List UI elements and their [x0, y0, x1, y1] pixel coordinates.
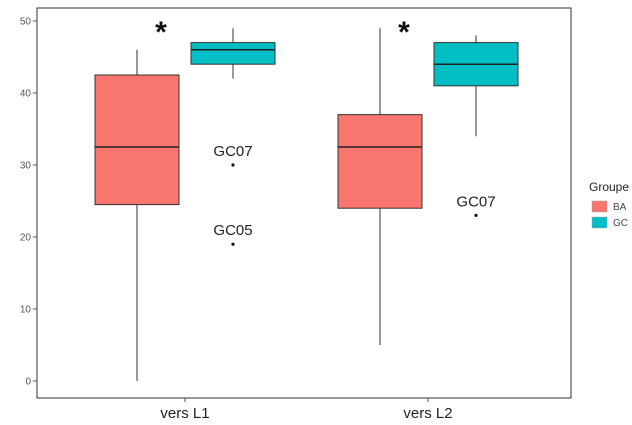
y-tick-label: 30: [20, 161, 32, 172]
box-gc: [190, 28, 276, 79]
outlier-label: GC07: [213, 143, 252, 160]
box-ba: [337, 28, 423, 345]
outlier-point: [474, 213, 478, 217]
outlier-label: GC05: [213, 222, 252, 239]
legend-label-ba: BA: [613, 202, 627, 213]
box-iqr: [337, 114, 423, 209]
outlier-point: [231, 242, 235, 246]
y-tick-label: 0: [25, 377, 31, 388]
legend: Groupe BA GC: [589, 180, 629, 229]
y-tick-label: 20: [20, 233, 32, 244]
y-tick-label: 50: [20, 17, 32, 28]
x-axis-ticks: vers L1 vers L2: [160, 398, 453, 422]
significance-star: *: [398, 16, 410, 49]
box-ba: [94, 49, 180, 381]
x-tick-label: vers L1: [160, 405, 209, 422]
box-gc: [433, 35, 519, 137]
significance-annotations: * *: [155, 16, 410, 49]
outlier-label: GC07: [456, 193, 495, 210]
legend-swatch-ba: [591, 200, 608, 213]
x-tick-label: vers L2: [403, 405, 452, 422]
y-tick-label: 40: [20, 89, 32, 100]
legend-label-gc: GC: [613, 218, 628, 229]
legend-title: Groupe: [589, 180, 629, 194]
outliers-layer: GC07 GC05 GC07: [213, 143, 496, 246]
legend-swatch-gc: [591, 216, 608, 229]
outlier-point: [231, 163, 235, 167]
box-iqr: [94, 74, 180, 206]
boxes-layer: [94, 28, 519, 381]
box-iqr: [190, 42, 276, 65]
y-tick-label: 10: [20, 305, 32, 316]
significance-star: *: [155, 16, 167, 49]
y-axis-ticks: 0 10 20 30 40 50: [20, 17, 37, 388]
